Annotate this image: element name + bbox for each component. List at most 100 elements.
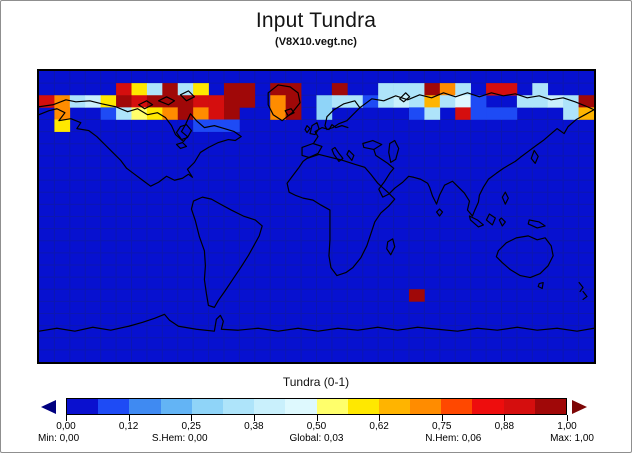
tundra-cell bbox=[162, 95, 179, 108]
tundra-cell bbox=[224, 119, 240, 132]
stat-value: S.Hem: 0,00 bbox=[151, 433, 208, 444]
tundra-cell bbox=[177, 95, 194, 108]
colorbar-segment bbox=[222, 399, 255, 414]
tundra-cell bbox=[470, 107, 487, 120]
tundra-cell bbox=[362, 95, 379, 108]
tundra-cell bbox=[224, 83, 240, 96]
tick-mark bbox=[504, 415, 506, 421]
tick-mark bbox=[66, 415, 67, 421]
colorbar-segment bbox=[67, 399, 99, 414]
tundra-cell bbox=[547, 95, 564, 108]
tundra-cell bbox=[316, 107, 333, 120]
colorbar-segment bbox=[347, 399, 379, 414]
colorbar-segment bbox=[441, 399, 473, 414]
tundra-cell bbox=[116, 83, 132, 96]
tundra-cell bbox=[532, 95, 549, 108]
tundra-cell bbox=[563, 107, 579, 120]
tundra-cell bbox=[424, 107, 441, 120]
colorbar-segment bbox=[129, 399, 161, 414]
stat-value: Min: 0,00 bbox=[38, 433, 80, 444]
tundra-cell bbox=[224, 107, 240, 120]
tundra-cell bbox=[270, 95, 286, 108]
tundra-cell bbox=[393, 95, 410, 108]
page-title: Input Tundra bbox=[255, 9, 377, 32]
stat-value: Global: 0,03 bbox=[289, 433, 344, 444]
tundra-cell bbox=[116, 95, 132, 108]
tundra-cell bbox=[424, 83, 441, 96]
tundra-cell bbox=[486, 107, 502, 120]
tundra-cell bbox=[409, 107, 425, 120]
tick-mark bbox=[379, 415, 381, 421]
tundra-cell bbox=[516, 95, 533, 108]
tundra-cell bbox=[378, 83, 394, 96]
source-file-subtitle: (V8X10.vegt.nc) bbox=[275, 36, 357, 48]
tundra-cell bbox=[409, 83, 425, 96]
tundra-cell bbox=[409, 289, 425, 302]
colorbar-underflow-arrow-icon bbox=[41, 400, 56, 414]
tundra-cell bbox=[563, 95, 579, 108]
colorbar-segment bbox=[254, 399, 286, 414]
tick-mark bbox=[128, 415, 130, 421]
tundra-cell bbox=[409, 95, 425, 108]
tundra-cell bbox=[146, 83, 163, 96]
colorbar-segment bbox=[378, 399, 411, 414]
tundra-cell bbox=[193, 107, 209, 120]
tick-label: 0,38 bbox=[244, 421, 264, 432]
tundra-cell bbox=[455, 95, 471, 108]
tick-label: 0,50 bbox=[306, 421, 327, 432]
tundra-cell bbox=[486, 83, 502, 96]
tundra-cell bbox=[470, 95, 487, 108]
tundra-cell bbox=[193, 83, 209, 96]
tundra-cell bbox=[193, 95, 209, 108]
tundra-cell bbox=[285, 95, 302, 108]
tick-mark bbox=[567, 415, 568, 421]
colorbar-segment bbox=[98, 399, 130, 414]
tundra-cell bbox=[208, 95, 225, 108]
tundra-cell bbox=[270, 107, 286, 120]
tundra-cell bbox=[501, 107, 518, 120]
tundra-cell bbox=[162, 83, 179, 96]
tick-label: 1,00 bbox=[557, 421, 577, 432]
stat-value: N.Hem: 0,06 bbox=[425, 433, 482, 444]
tundra-cell bbox=[532, 83, 549, 96]
tundra-cell bbox=[501, 83, 518, 96]
tick-mark bbox=[316, 415, 318, 421]
tick-mark bbox=[253, 415, 255, 421]
colorbar-segment bbox=[316, 399, 348, 414]
tick-label: 0,25 bbox=[181, 421, 201, 432]
tick-mark bbox=[441, 415, 443, 421]
tundra-cell bbox=[224, 95, 240, 108]
tundra-cell bbox=[331, 83, 348, 96]
tick-label: 0,88 bbox=[494, 421, 515, 432]
colorbar bbox=[66, 398, 567, 415]
tundra-cell bbox=[131, 95, 148, 108]
tundra-cell bbox=[54, 119, 71, 132]
tick-label: 0,62 bbox=[369, 421, 389, 432]
colorbar-segment bbox=[410, 399, 442, 414]
colorbar-segment bbox=[503, 399, 535, 414]
tundra-cell bbox=[455, 107, 471, 120]
world-map-canvas bbox=[39, 71, 594, 362]
tundra-cell bbox=[116, 107, 132, 120]
tick-label: 0,00 bbox=[56, 421, 76, 432]
tundra-cell bbox=[131, 107, 148, 120]
colorbar-segment bbox=[160, 399, 192, 414]
tundra-cell bbox=[208, 107, 225, 120]
tundra-cell bbox=[316, 95, 333, 108]
colorbar-segment bbox=[191, 399, 223, 414]
tundra-cell bbox=[100, 107, 117, 120]
tundra-cell bbox=[239, 95, 256, 108]
tundra-cell bbox=[270, 83, 286, 96]
tundra-cell bbox=[439, 95, 456, 108]
world-map bbox=[37, 69, 596, 364]
colorbar-segment bbox=[472, 399, 504, 414]
tick-mark bbox=[191, 415, 193, 421]
colorbar-title: Tundra (0-1) bbox=[282, 375, 350, 389]
tundra-cell bbox=[162, 107, 179, 120]
tick-label: 0,12 bbox=[118, 421, 139, 432]
tundra-cell bbox=[424, 95, 441, 108]
stat-value: Max: 1,00 bbox=[550, 433, 594, 444]
tundra-cell bbox=[193, 119, 209, 132]
tundra-cell bbox=[131, 83, 148, 96]
tundra-cell bbox=[146, 95, 163, 108]
